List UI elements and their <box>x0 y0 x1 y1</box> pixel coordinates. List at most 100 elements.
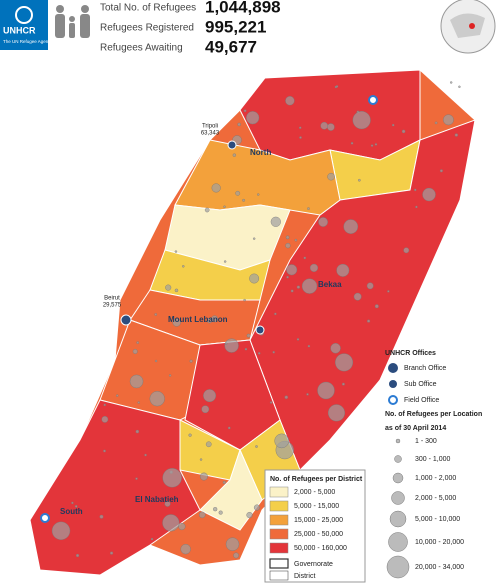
location-circle <box>374 143 378 146</box>
location-circle <box>227 426 231 430</box>
location-circle <box>150 537 154 541</box>
location-circle <box>204 207 210 213</box>
region-label: South <box>60 507 83 516</box>
location-circle <box>246 511 253 519</box>
legend-swatch <box>269 558 289 569</box>
district-legend: No. of Refugees per District 2,000 - 5,00… <box>264 469 366 583</box>
legend-label: 1 - 300 <box>415 438 437 445</box>
location-circle <box>246 111 260 125</box>
region-label: El Nabatieh <box>135 495 179 504</box>
location-circle <box>253 504 260 511</box>
location-circle <box>165 284 172 291</box>
location-circle <box>99 514 104 519</box>
location-circle <box>51 521 71 540</box>
location-circle <box>285 235 290 240</box>
location-circle <box>422 187 436 202</box>
location-circle <box>75 553 80 558</box>
location-circle <box>415 205 418 209</box>
globe-marker <box>469 23 475 29</box>
stat-value: 995,221 <box>205 17 266 36</box>
location-circle <box>71 501 74 505</box>
legend-swatch <box>269 514 289 526</box>
location-circle <box>199 472 208 481</box>
location-circle <box>110 551 114 555</box>
location-circle <box>255 445 258 448</box>
stat-value: 1,044,898 <box>205 0 281 16</box>
bekaa <box>249 119 476 471</box>
location-circle <box>244 347 248 351</box>
location-circle <box>330 343 341 354</box>
location-circles <box>51 81 461 559</box>
legend-label: 15,000 - 25,000 <box>294 517 343 524</box>
family-icon <box>55 5 90 38</box>
legend-swatch <box>269 486 289 498</box>
location-circle <box>246 333 251 338</box>
location-circle <box>285 96 295 106</box>
location-circle <box>294 238 298 242</box>
location-circle <box>327 172 335 181</box>
legend-circle <box>388 532 408 552</box>
location-circle <box>174 250 178 253</box>
globe-land <box>450 13 485 39</box>
location-circle <box>403 247 410 254</box>
location-circle <box>116 394 119 397</box>
location-circle <box>307 344 311 348</box>
location-circle <box>154 359 158 363</box>
location-circle <box>327 123 335 131</box>
location-circle <box>367 319 371 323</box>
location-circle <box>198 511 206 519</box>
location-circle <box>257 352 261 355</box>
location-circle <box>350 142 354 145</box>
logo-tagline: The UN Refugee Agency <box>3 39 54 44</box>
location-circle <box>306 393 309 396</box>
legend-label: 2,000 - 5,000 <box>415 495 456 502</box>
location-circle <box>164 500 171 507</box>
location-circle <box>252 237 256 240</box>
location-circle <box>317 381 335 400</box>
legend-icon <box>389 380 397 388</box>
location-circle <box>154 313 158 316</box>
location-circle <box>274 312 277 316</box>
location-circle <box>235 190 241 196</box>
location-circle <box>335 353 354 372</box>
legend-label: Field Office <box>404 397 439 404</box>
legend-label: 25,000 - 50,000 <box>294 531 343 538</box>
legend-circle <box>391 491 405 505</box>
location-circle <box>243 298 246 302</box>
location-circle <box>303 256 307 260</box>
stat-label: Refugees Registered <box>100 23 194 34</box>
location-circle <box>136 341 139 344</box>
legend-label: Branch Office <box>404 365 446 372</box>
legend-title: UNHCR Offices <box>385 350 436 357</box>
location-circle <box>296 285 300 289</box>
legend-circle <box>392 472 404 484</box>
location-circle <box>358 178 361 182</box>
legend-label: 2,000 - 5,000 <box>294 489 335 496</box>
location-circle <box>144 453 147 457</box>
legend-circle <box>394 455 402 463</box>
location-circle <box>401 129 406 134</box>
location-circle <box>299 126 302 129</box>
legend-label: 50,000 - 160,000 <box>294 545 347 552</box>
location-circle <box>439 169 443 173</box>
legend-label: Sub Office <box>404 381 437 388</box>
location-circle <box>232 153 237 157</box>
location-circle <box>257 193 260 196</box>
akkar <box>239 69 421 161</box>
office-markers <box>40 95 378 523</box>
south <box>29 399 201 576</box>
location-circle <box>243 109 247 113</box>
location-circle <box>274 433 289 449</box>
legend-swatch <box>269 570 289 581</box>
stat-value: 49,677 <box>205 37 257 56</box>
location-circle <box>132 349 138 354</box>
location-circle <box>301 278 318 294</box>
location-circle <box>201 405 210 414</box>
location-circle <box>101 416 109 423</box>
sub-office <box>227 140 237 150</box>
legend-label: District <box>294 573 315 580</box>
location-circle <box>225 537 240 551</box>
stat-label: Refugees Awaiting <box>100 43 183 54</box>
legend-label: 5,000 - 10,000 <box>415 516 460 523</box>
location-circle <box>370 144 374 147</box>
